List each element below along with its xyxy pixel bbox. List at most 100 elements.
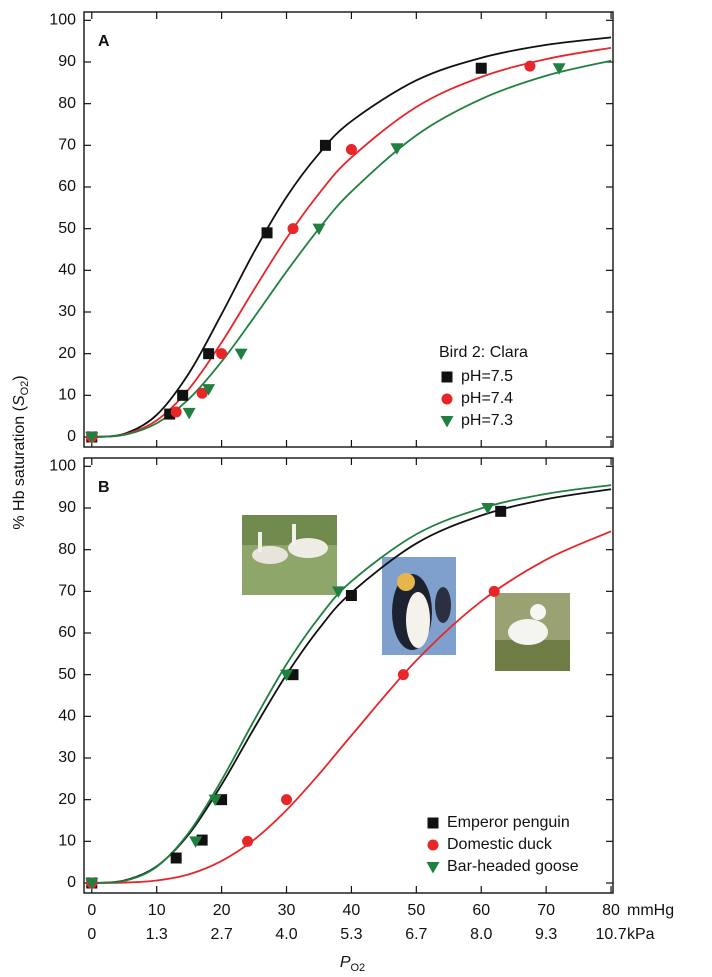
y-label-part: ) — [11, 375, 28, 380]
gull-photo — [495, 593, 570, 671]
marker-square — [203, 348, 215, 360]
y-tick-label: 100 — [49, 458, 76, 475]
fit-curve — [91, 59, 612, 438]
x-tick-label-kpa: 4.0 — [275, 926, 297, 943]
legend-label: pH=7.5 — [461, 368, 513, 385]
marker-square — [261, 227, 273, 239]
y-tick-label: 60 — [58, 178, 76, 195]
legend-label: pH=7.4 — [461, 390, 513, 407]
x-tick-label-kpa: 10.7 — [595, 926, 626, 943]
marker-triangle — [234, 348, 248, 361]
legend-title: Bird 2: Clara — [439, 344, 528, 361]
marker-circle — [242, 835, 254, 847]
legend-marker — [427, 839, 439, 851]
x-tick-label-kpa: 0 — [87, 926, 96, 943]
y-tick-label: 80 — [58, 541, 76, 558]
y-tick-label: 40 — [58, 708, 76, 725]
x-tick-label-kpa: 6.7 — [405, 926, 427, 943]
marker-triangle — [202, 384, 216, 396]
panel-b-frame — [83, 457, 614, 894]
x-tick-label-kpa: 9.3 — [535, 926, 557, 943]
marker-square — [495, 505, 507, 517]
x-tick-label: 50 — [407, 902, 425, 919]
fit-curve — [91, 530, 612, 884]
marker-square — [216, 794, 228, 806]
y-tick-label: 90 — [58, 53, 76, 70]
marker-circle — [524, 60, 536, 72]
marker-square — [196, 834, 208, 846]
y-tick-label: 100 — [49, 12, 76, 29]
x-label-main: P — [340, 954, 351, 971]
y-tick-label: 60 — [58, 624, 76, 641]
marker-circle — [287, 223, 299, 235]
y-tick-label: 70 — [58, 137, 76, 154]
y-tick-label: 40 — [58, 262, 76, 279]
marker-triangle — [312, 223, 326, 236]
penguin-photo — [382, 557, 456, 655]
marker-square — [319, 139, 331, 151]
goose-photo — [242, 515, 337, 595]
legend-marker — [427, 817, 439, 829]
x-tick-label: 80 — [602, 902, 620, 919]
legend-label: pH=7.3 — [461, 412, 513, 429]
marker-square — [170, 852, 182, 864]
marker-triangle — [552, 63, 566, 75]
marker-square — [177, 389, 189, 401]
y-tick-label: 50 — [58, 220, 76, 237]
y-tick-label: 0 — [67, 428, 76, 445]
fit-curve — [91, 46, 612, 438]
y-axis-label: % Hb saturation (SO2) — [11, 375, 31, 529]
x-unit-label: mmHg — [627, 902, 674, 919]
x-tick-label: 40 — [343, 902, 361, 919]
x-tick-label-kpa: 8.0 — [470, 926, 492, 943]
x-tick-label: 70 — [537, 902, 555, 919]
y-tick-label: 20 — [58, 791, 76, 808]
x-tick-label: 0 — [87, 902, 96, 919]
marker-circle — [488, 585, 500, 597]
marker-square — [475, 62, 487, 74]
marker-triangle — [182, 407, 196, 420]
legend-marker — [441, 371, 453, 383]
y-tick-label: 90 — [58, 499, 76, 516]
marker-triangle — [390, 143, 404, 155]
panel-a-frame — [83, 11, 614, 448]
x-unit-label: kPa — [627, 926, 655, 943]
marker-triangle — [481, 503, 495, 515]
y-tick-label: 30 — [58, 749, 76, 766]
y-label-part: O2 — [19, 381, 31, 396]
marker-triangle — [189, 836, 203, 848]
marker-circle — [196, 387, 208, 399]
fit-curve — [91, 36, 612, 438]
y-tick-label: 10 — [58, 833, 76, 850]
marker-circle — [170, 406, 182, 418]
marker-square — [164, 408, 176, 420]
y-label-part: % Hb saturation ( — [11, 405, 28, 529]
legend-label: Domestic duck — [447, 836, 553, 853]
marker-triangle — [331, 586, 345, 598]
x-tick-label: 20 — [213, 902, 231, 919]
y-tick-label: 80 — [58, 95, 76, 112]
y-tick-label: 70 — [58, 583, 76, 600]
legend-marker — [426, 862, 440, 874]
legend-label: Bar-headed goose — [447, 858, 579, 875]
y-tick-label: 50 — [58, 666, 76, 683]
fit-curve — [91, 484, 612, 884]
y-label-part: S — [11, 395, 28, 406]
x-tick-label: 30 — [278, 902, 296, 919]
x-axis-label: PO2 — [340, 954, 365, 974]
y-tick-label: 10 — [58, 387, 76, 404]
x-tick-label-kpa: 1.3 — [146, 926, 168, 943]
panel-label: A — [98, 33, 110, 50]
y-tick-label: 30 — [58, 303, 76, 320]
x-tick-label: 10 — [148, 902, 166, 919]
marker-triangle — [85, 878, 99, 890]
marker-triangle — [208, 794, 222, 807]
marker-circle — [216, 348, 228, 360]
x-tick-label: 60 — [472, 902, 490, 919]
marker-triangle — [85, 432, 99, 444]
legend-marker — [440, 416, 454, 428]
y-tick-label: 0 — [67, 874, 76, 891]
y-tick-label: 20 — [58, 345, 76, 362]
x-tick-label-kpa: 5.3 — [340, 926, 362, 943]
